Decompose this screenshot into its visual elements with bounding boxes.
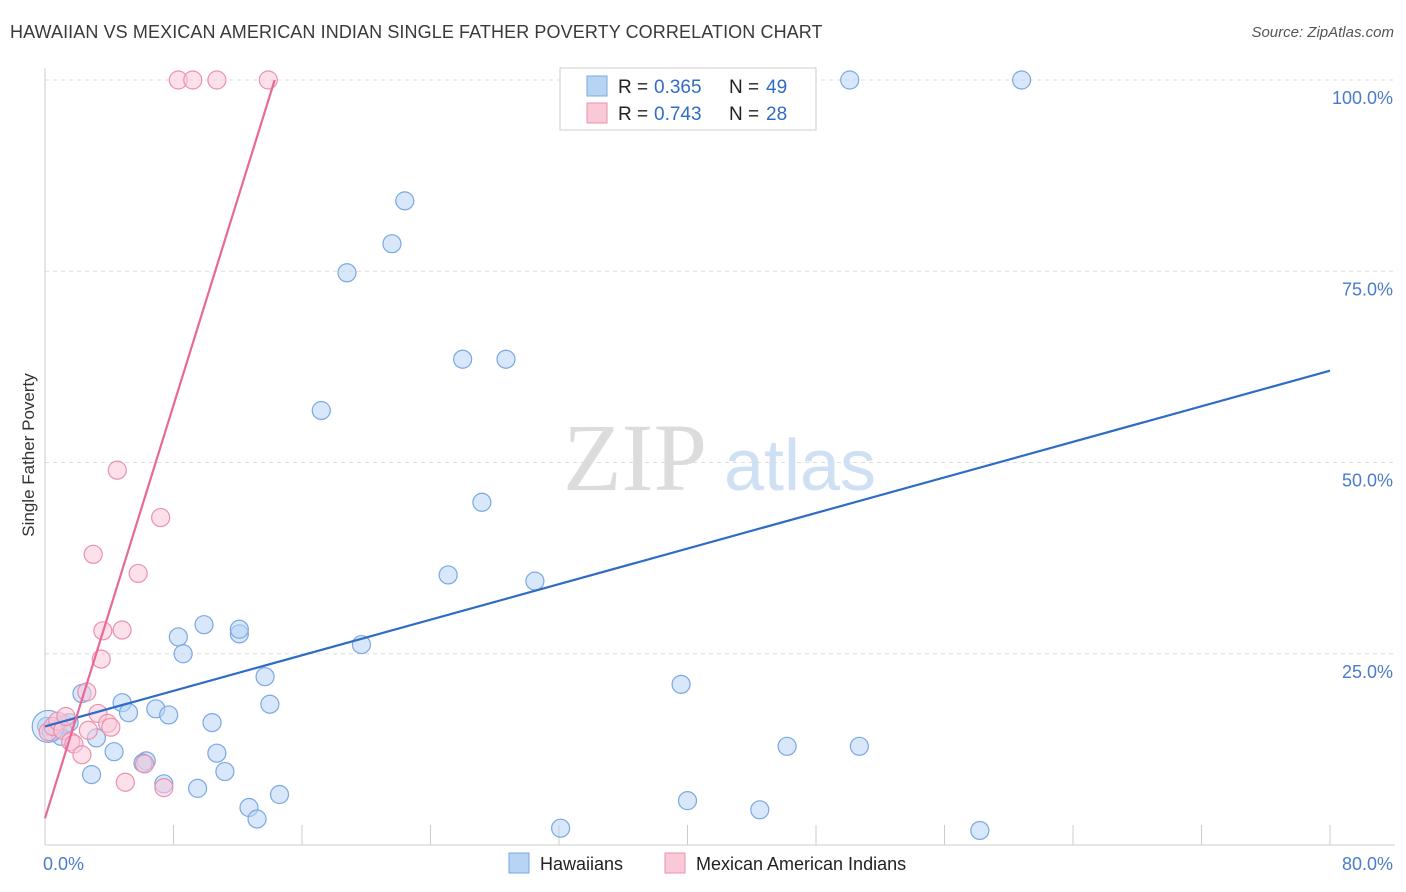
point-hawaiians [215, 761, 235, 782]
legend-r-value-2: 0.743 [654, 104, 702, 125]
bottom-legend-label-hawaiians: Hawaiians [540, 854, 623, 874]
legend-swatch-hawaiians [586, 75, 608, 97]
point-mexican-american-indians [112, 620, 132, 640]
point-hawaiians [970, 820, 990, 841]
legend-swatch-mexican-american-indians [586, 102, 608, 124]
bottom-legend-swatch-mexican-american-indians [664, 852, 686, 874]
y-tick-label: 50.0% [1342, 471, 1393, 491]
point-hawaiians [247, 809, 267, 829]
point-hawaiians [677, 791, 698, 811]
legend-n-label-1: N = [729, 77, 759, 98]
point-hawaiians [229, 619, 249, 639]
watermark: ZIP atlas [563, 404, 876, 511]
point-hawaiians [840, 70, 860, 90]
point-hawaiians [202, 712, 222, 733]
point-hawaiians [496, 349, 516, 369]
legend-n-value-2: 28 [766, 104, 787, 125]
point-hawaiians [438, 565, 458, 585]
point-hawaiians [671, 674, 691, 694]
point-hawaiians [207, 743, 227, 763]
point-mexican-american-indians [151, 507, 171, 528]
point-hawaiians [311, 400, 331, 421]
point-hawaiians [118, 703, 139, 723]
point-hawaiians [269, 784, 290, 805]
trend-line-mexican-american-indians [43, 79, 276, 819]
point-mexican-american-indians [154, 778, 174, 798]
y-axis-title: Single Father Poverty [19, 373, 38, 537]
watermark-zip: ZIP [563, 404, 707, 511]
bottom-legend-swatch-hawaiians [508, 852, 530, 874]
trend-line-hawaiians [44, 369, 1331, 728]
point-mexican-american-indians [183, 70, 203, 90]
point-hawaiians [187, 778, 208, 798]
series-mexican-american-indians-points [38, 70, 278, 798]
point-hawaiians [81, 765, 102, 785]
point-hawaiians [750, 800, 770, 820]
point-hawaiians [168, 627, 188, 647]
point-hawaiians [1011, 70, 1032, 90]
x-tick-label: 0.0% [43, 854, 84, 874]
point-mexican-american-indians [207, 70, 227, 90]
tick-labels: 25.0% 50.0% 75.0% 100.0% 0.0% 80.0% [43, 88, 1393, 874]
point-hawaiians [173, 644, 193, 664]
legend-r-value-1: 0.365 [654, 77, 702, 98]
point-mexican-american-indians [128, 563, 148, 584]
legend-n-value-1: 49 [766, 77, 787, 98]
point-hawaiians [525, 571, 545, 591]
point-hawaiians [395, 191, 415, 211]
point-hawaiians [453, 349, 473, 369]
bottom-legend-label-mexican-american-indians: Mexican American Indians [696, 854, 906, 874]
watermark-atlas: atlas [724, 426, 876, 506]
point-mexican-american-indians [83, 544, 103, 564]
point-hawaiians [104, 742, 124, 762]
point-mexican-american-indians [78, 720, 98, 740]
y-tick-label: 100.0% [1332, 88, 1393, 108]
axes [44, 68, 1395, 846]
point-mexican-american-indians [107, 460, 127, 480]
series-hawaiians-points [31, 70, 1032, 841]
legend-r-label-1: R = [618, 77, 648, 98]
point-mexican-american-indians [134, 754, 155, 774]
legend-n-label-2: N = [729, 104, 759, 125]
x-tick-label: 80.0% [1342, 854, 1393, 874]
point-mexican-american-indians [115, 772, 135, 792]
point-mexican-american-indians [101, 717, 121, 737]
point-hawaiians [260, 694, 280, 714]
point-mexican-american-indians [72, 745, 92, 765]
point-hawaiians [194, 615, 214, 635]
point-hawaiians [337, 263, 357, 283]
source-label: Source: ZipAtlas.com [1251, 24, 1394, 41]
legend: R = 0.365 N = 49 R = 0.743 N = 28 [559, 67, 817, 131]
y-tick-label: 25.0% [1342, 662, 1393, 682]
point-hawaiians [551, 818, 571, 838]
point-hawaiians [382, 234, 402, 254]
trend-lines [43, 79, 1331, 819]
point-hawaiians [472, 492, 492, 512]
point-hawaiians [777, 736, 797, 756]
chart-title: HAWAIIAN VS MEXICAN AMERICAN INDIAN SING… [10, 22, 823, 42]
bottom-legend: Hawaiians Mexican American Indians [508, 852, 906, 874]
point-hawaiians [255, 667, 275, 687]
point-hawaiians [849, 736, 869, 756]
y-tick-label: 75.0% [1342, 279, 1393, 299]
point-hawaiians [159, 705, 179, 725]
legend-r-label-2: R = [618, 104, 648, 125]
